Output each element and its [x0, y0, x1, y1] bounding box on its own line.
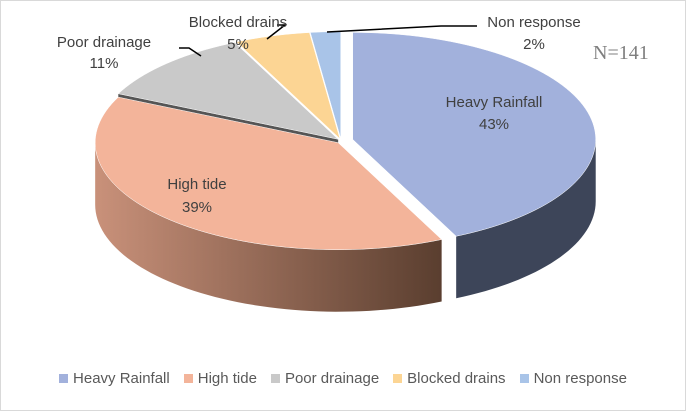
- legend: Heavy Rainfall High tide Poor drainage Bloc…: [1, 370, 685, 387]
- pie-slice-high-tide: [94, 96, 443, 250]
- legend-label: Non response: [533, 370, 627, 387]
- data-label-value: 39%: [182, 199, 212, 216]
- pie-slice-side-heavy-rainfall: [456, 139, 596, 299]
- legend-item: Non response: [519, 370, 627, 387]
- pie-chart: Heavy Rainfall 43% High tide 39% Poor dr…: [57, 14, 649, 312]
- data-label-value: 43%: [479, 116, 509, 133]
- legend-item: Heavy Rainfall: [59, 370, 170, 387]
- data-label-name: Blocked drains: [189, 14, 287, 31]
- legend-item: High tide: [183, 370, 257, 387]
- legend-label: Poor drainage: [284, 370, 380, 387]
- data-label-value: 11%: [90, 55, 119, 72]
- legend-label: Heavy Rainfall: [73, 370, 170, 387]
- data-label-name: Non response: [487, 14, 580, 31]
- legend-swatch: [519, 374, 529, 383]
- data-label-name: Poor drainage: [57, 34, 151, 51]
- pie-slice-side-high-tide: [95, 142, 442, 312]
- legend-swatch: [183, 374, 193, 383]
- pie-slice-heavy-rainfall: [352, 32, 596, 237]
- legend-item: Blocked drains: [393, 370, 506, 387]
- pie-slice-poor-drainage: [117, 42, 339, 140]
- legend-swatch: [270, 374, 280, 383]
- legend-label: Blocked drains: [407, 370, 506, 387]
- legend-label: High tide: [197, 370, 257, 387]
- legend-swatch: [393, 374, 403, 383]
- leader-line-blocked-drains: [266, 24, 288, 40]
- data-label-value: 5%: [227, 36, 249, 53]
- data-label-name: High tide: [167, 176, 226, 193]
- legend-item: Poor drainage: [270, 370, 380, 387]
- legend-swatch: [59, 374, 69, 383]
- data-label-name: Heavy Rainfall: [446, 94, 543, 111]
- data-label-value: 2%: [523, 36, 545, 53]
- leader-line-poor-drainage: [179, 47, 202, 57]
- leader-line-non-response: [326, 25, 477, 33]
- sample-size-annotation: N=141: [593, 42, 649, 64]
